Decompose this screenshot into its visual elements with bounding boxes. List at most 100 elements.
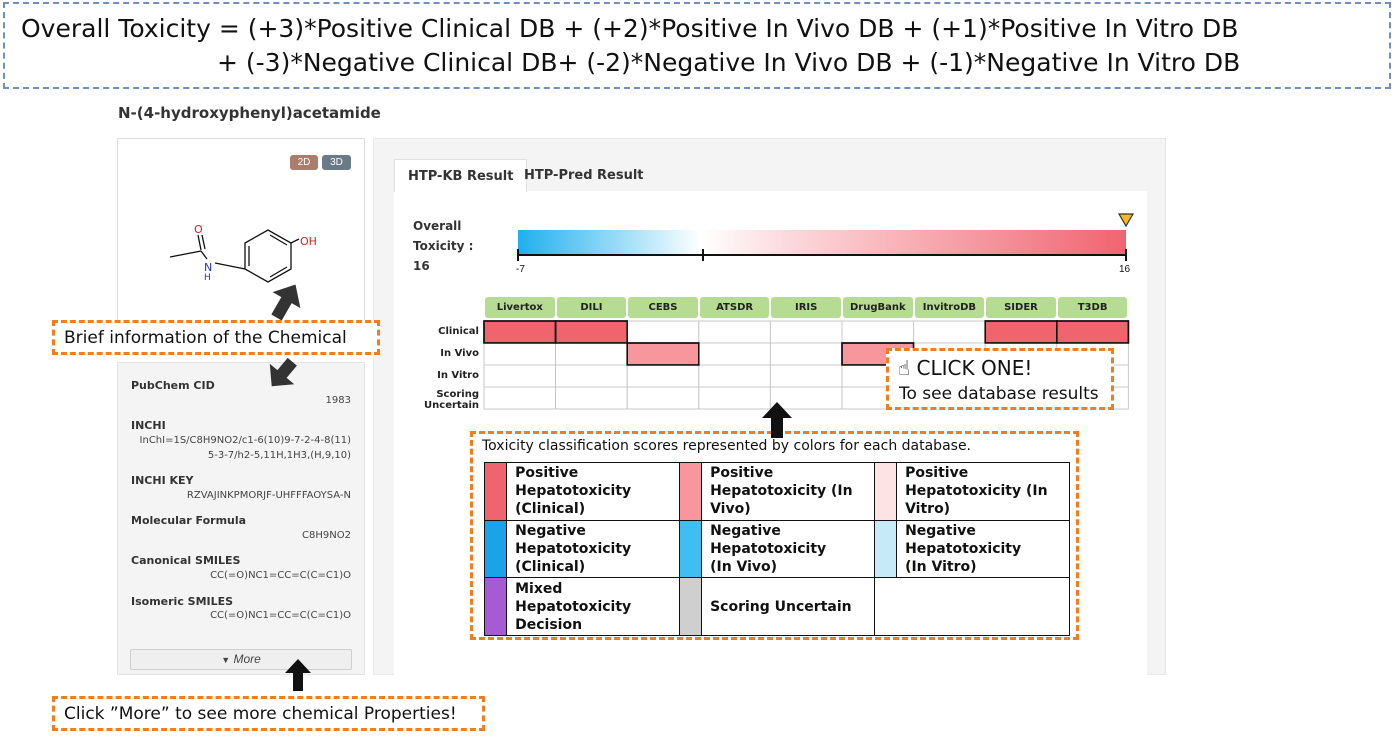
scale-max-label: 16 bbox=[1119, 264, 1131, 275]
grid-cell-cebs-row1[interactable] bbox=[626, 342, 700, 366]
overall-toxicity-value: 16 bbox=[413, 259, 430, 273]
legend-positive-invitro: Positive Hepatotoxicity (In Vitro) bbox=[896, 462, 1070, 521]
toxicity-marker-icon bbox=[1118, 213, 1134, 227]
grid-cell-livertox-row3[interactable] bbox=[483, 386, 557, 410]
grid-cell-iris-row2[interactable] bbox=[769, 364, 843, 388]
grid-cell-dili-row1[interactable] bbox=[555, 342, 628, 366]
overall-toxicity-label-line1: Overall bbox=[413, 219, 462, 233]
row-label-scoring-line2: Uncertain bbox=[424, 400, 479, 411]
swatch-negative-clinical bbox=[483, 519, 508, 579]
grid-cell-outline bbox=[626, 342, 700, 366]
swatch-negative-invitro bbox=[873, 519, 898, 579]
atom-oh-label: OH bbox=[300, 235, 317, 248]
legend-negative-invivo: Negative Hepatotoxicity (In Vivo) bbox=[701, 519, 875, 579]
swatch-positive-clinical bbox=[483, 462, 508, 521]
view-2d-button[interactable]: 2D bbox=[290, 155, 318, 170]
prop-value-molecular-formula: C8H9NO2 bbox=[302, 530, 351, 541]
grid-cell-livertox-row1[interactable] bbox=[483, 342, 557, 366]
arrow-down-to-properties-icon bbox=[269, 357, 297, 387]
swatch-mixed bbox=[483, 577, 508, 636]
color-legend-callout: Toxicity classification scores represent… bbox=[470, 431, 1079, 640]
overall-toxicity-label-line2: Toxicity : bbox=[413, 239, 474, 253]
grid-cell-atsdr-row2[interactable] bbox=[698, 364, 771, 388]
toxicity-scale-axis bbox=[518, 254, 1127, 256]
grid-cell-iris-row1[interactable] bbox=[769, 342, 843, 366]
swatch-negative-invivo bbox=[678, 519, 703, 579]
chemical-name: N-(4-hydroxyphenyl)acetamide bbox=[118, 104, 381, 122]
formula-line-2: + (-3)*Negative Clinical DB+ (-2)*Negati… bbox=[217, 48, 1241, 77]
legend-negative-invitro: Negative Hepatotoxicity (In Vitro) bbox=[896, 519, 1070, 579]
grid-cell-drugbank-row0[interactable] bbox=[841, 320, 915, 344]
grid-cell-outline bbox=[1056, 320, 1130, 344]
arrow-up-to-grid-icon bbox=[762, 402, 792, 438]
click-one-title: CLICK ONE! bbox=[916, 356, 1033, 380]
atom-n-label: N bbox=[204, 261, 212, 274]
click-one-callout: ☝ CLICK ONE! To see database results bbox=[886, 348, 1114, 410]
click-more-text: Click ”More” to see more chemical Proper… bbox=[64, 704, 457, 724]
db-header-invitrodb[interactable]: InvitroDB bbox=[914, 297, 985, 318]
prop-label-inchi: INCHI bbox=[131, 419, 166, 432]
legend-negative-clinical: Negative Hepatotoxicity (Clinical) bbox=[506, 519, 680, 579]
legend-scoring-uncertain: Scoring Uncertain bbox=[701, 577, 875, 636]
grid-cell-iris-row0[interactable] bbox=[769, 320, 843, 344]
toxicity-gradient-bar bbox=[518, 230, 1126, 254]
grid-cell-t3db-row0[interactable] bbox=[1056, 320, 1130, 344]
scale-tick-max bbox=[1125, 249, 1127, 261]
atom-o-label: O bbox=[194, 223, 203, 236]
tab-htp-pred-result[interactable]: HTP-Pred Result bbox=[524, 168, 644, 183]
grid-cell-dili-row0[interactable] bbox=[554, 320, 628, 344]
scale-min-label: -7 bbox=[516, 264, 525, 275]
click-more-callout: Click ”More” to see more chemical Proper… bbox=[52, 696, 485, 731]
row-label-clinical: Clinical bbox=[438, 326, 479, 337]
db-header-livertox[interactable]: Livertox bbox=[485, 297, 555, 318]
triangle-down-icon: ▼ bbox=[221, 655, 231, 665]
grid-cell-invitrodb-row0[interactable] bbox=[913, 320, 986, 344]
db-header-dili[interactable]: DILI bbox=[556, 297, 627, 318]
grid-cell-atsdr-row1[interactable] bbox=[698, 342, 771, 366]
legend-title: Toxicity classification scores represent… bbox=[482, 438, 972, 454]
row-label-scoring-line1: Scoring bbox=[436, 389, 479, 400]
db-header-iris[interactable]: IRIS bbox=[771, 297, 841, 318]
db-header-atsdr[interactable]: ATSDR bbox=[699, 297, 770, 318]
legend-positive-invivo: Positive Hepatotoxicity (In Vivo) bbox=[701, 462, 875, 521]
row-label-in-vitro: In Vitro bbox=[437, 370, 479, 381]
scale-tick-zero bbox=[702, 249, 705, 261]
prop-value-inchi-line1: InChI=1S/C8H9NO2/c1-6(10)9-7-2-4-8(11) bbox=[139, 435, 351, 446]
tab-htp-kb-result[interactable]: HTP-KB Result bbox=[394, 159, 528, 192]
view-3d-button[interactable]: 3D bbox=[322, 155, 351, 170]
overall-toxicity-label: Overall Toxicity : 16 bbox=[413, 216, 473, 276]
click-one-subtitle: To see database results bbox=[899, 384, 1099, 404]
swatch-positive-invivo bbox=[678, 462, 703, 521]
grid-cell-cebs-row2[interactable] bbox=[626, 364, 700, 388]
grid-cell-livertox-row0[interactable] bbox=[483, 320, 557, 344]
grid-cell-dili-row2[interactable] bbox=[555, 364, 628, 388]
arrow-up-to-more-icon bbox=[285, 659, 311, 691]
chemical-properties-panel: PubChem CID 1983 INCHI InChI=1S/C8H9NO2/… bbox=[117, 362, 365, 675]
grid-cell-sider-row0[interactable] bbox=[984, 320, 1058, 344]
prop-value-inchi-key: RZVAJINKPMORJF-UHFFFAOYSA-N bbox=[186, 490, 351, 501]
grid-cell-dili-row3[interactable] bbox=[555, 386, 628, 410]
formula-box: Overall Toxicity = (+3)*Positive Clinica… bbox=[3, 2, 1391, 89]
prop-label-pubchem-cid: PubChem CID bbox=[131, 379, 215, 392]
brief-info-text: Brief information of the Chemical bbox=[64, 328, 347, 348]
prop-label-molecular-formula: Molecular Formula bbox=[131, 514, 247, 527]
grid-cell-livertox-row2[interactable] bbox=[483, 364, 557, 388]
legend-positive-clinical: Positive Hepatotoxicity (Clinical) bbox=[506, 462, 680, 521]
grid-cell-cebs-row0[interactable] bbox=[626, 320, 700, 344]
legend-empty-cell bbox=[873, 577, 1071, 636]
more-button[interactable]: ▼ More bbox=[130, 649, 352, 670]
db-header-t3db[interactable]: T3DB bbox=[1057, 297, 1128, 318]
swatch-positive-invitro bbox=[873, 462, 898, 521]
db-header-sider[interactable]: SIDER bbox=[986, 297, 1056, 318]
row-label-scoring-uncertain: Scoring Uncertain bbox=[412, 389, 479, 411]
grid-cell-atsdr-row0[interactable] bbox=[698, 320, 771, 344]
structure-viewer: 2D 3D O N H OH bbox=[117, 138, 365, 342]
scale-tick-min bbox=[517, 249, 519, 261]
formula-line-1: Overall Toxicity = (+3)*Positive Clinica… bbox=[21, 14, 1239, 43]
prop-label-isomeric-smiles: Isomeric SMILES bbox=[131, 595, 234, 608]
db-header-drugbank[interactable]: DrugBank bbox=[843, 297, 913, 318]
prop-value-pubchem-cid: 1983 bbox=[325, 395, 351, 406]
db-header-cebs[interactable]: CEBS bbox=[628, 297, 698, 318]
grid-cell-cebs-row3[interactable] bbox=[626, 386, 700, 410]
prop-label-inchi-key: INCHI KEY bbox=[131, 474, 194, 487]
